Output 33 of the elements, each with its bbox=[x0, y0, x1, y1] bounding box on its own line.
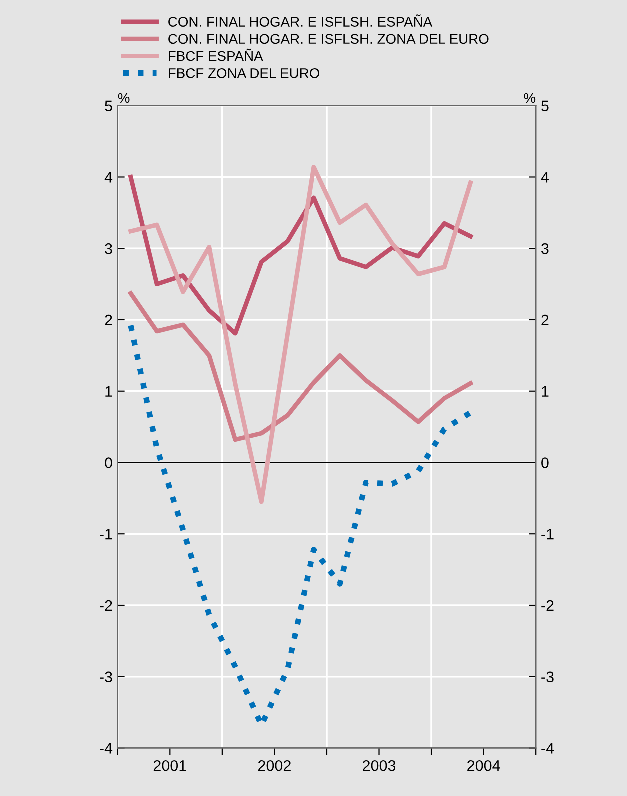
y2-tick-label: 3 bbox=[542, 243, 549, 254]
y-tick-label: 5 bbox=[105, 100, 112, 112]
y-tick-label: -1 bbox=[100, 529, 112, 540]
legend-label: CON. FINAL HOGAR. E ISFLSH. ZONA DEL EURO bbox=[168, 34, 489, 44]
legend-label: FBCF ESPAÑA bbox=[169, 48, 264, 62]
y-tick-label: -3 bbox=[100, 672, 112, 683]
line-series bbox=[128, 165, 473, 504]
x-tick-label: 2001 bbox=[154, 760, 186, 772]
line-series bbox=[128, 291, 473, 442]
y2-tick-label: 2 bbox=[542, 314, 549, 326]
y-axis-title: % bbox=[118, 93, 130, 104]
line-series bbox=[128, 175, 473, 336]
y2-axis-title: % bbox=[524, 93, 536, 104]
y-tick-label: -2 bbox=[100, 600, 112, 612]
y2-tick-label: 0 bbox=[542, 458, 549, 468]
y2-tick-label: 5 bbox=[542, 100, 549, 112]
y-tick-label: 3 bbox=[105, 243, 112, 254]
x-tick-label: 2002 bbox=[258, 760, 291, 772]
y-tick-label: 0 bbox=[105, 458, 112, 468]
y2-tick-label: 1 bbox=[542, 386, 549, 397]
y2-tick-label: -4 bbox=[542, 743, 554, 754]
y2-tick-label: -2 bbox=[542, 600, 554, 612]
legend-label: FBCF ZONA DEL EURO bbox=[169, 68, 320, 78]
y2-tick-label: -3 bbox=[542, 672, 554, 683]
y2-tick-label: 4 bbox=[541, 172, 549, 183]
y-tick-label: 4 bbox=[104, 172, 113, 183]
legend-label: CON. FINAL HOGAR. E ISFLSH. ESPAÑA bbox=[168, 14, 433, 27]
y-tick-label: -4 bbox=[100, 743, 113, 754]
y-tick-label: 1 bbox=[106, 386, 112, 397]
x-tick-label: 2004 bbox=[468, 760, 500, 772]
y-tick-label: 2 bbox=[105, 314, 112, 326]
y2-tick-label: -1 bbox=[542, 529, 554, 540]
x-tick-label: 2003 bbox=[363, 760, 396, 772]
